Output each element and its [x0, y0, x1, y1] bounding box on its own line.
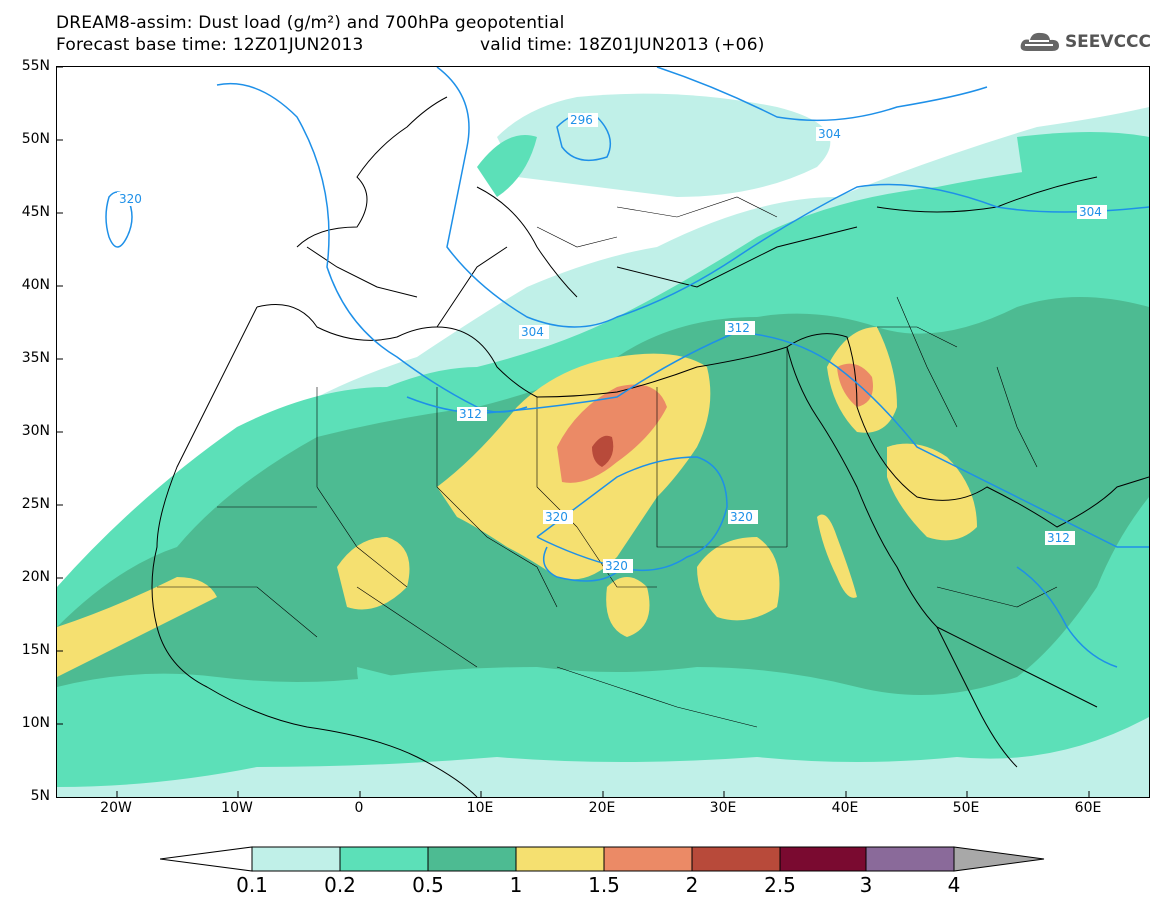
svg-text:312: 312	[727, 321, 750, 335]
contour-label: 320	[543, 510, 573, 524]
contour-label: 320	[117, 192, 147, 206]
contour-label: 312	[1045, 531, 1075, 545]
colorbar-label: 3	[859, 873, 873, 897]
map-subtitle: Forecast base time: 12Z01JUN2013 valid ti…	[56, 35, 764, 55]
lat-label: 40N	[21, 277, 50, 293]
colorbar-swatch	[603, 846, 693, 872]
lat-label: 35N	[21, 350, 50, 366]
colorbar-swatch	[779, 846, 867, 872]
svg-text:304: 304	[1079, 205, 1102, 219]
svg-text:312: 312	[459, 407, 482, 421]
svg-text:320: 320	[119, 192, 142, 206]
valid-time: valid time: 18Z01JUN2013 (+06)	[480, 35, 765, 55]
lon-label: 40E	[831, 800, 859, 816]
dust-fields	[57, 93, 1149, 797]
colorbar-swatch	[865, 846, 955, 872]
lat-label: 30N	[21, 423, 50, 439]
svg-text:320: 320	[605, 559, 628, 573]
lon-label: 0	[354, 800, 364, 816]
svg-text:296: 296	[570, 113, 593, 127]
coastlines	[151, 96, 1149, 797]
lat-label: 25N	[21, 496, 50, 512]
colorbar-label: 0.2	[324, 873, 356, 897]
lon-label: 10W	[221, 800, 253, 816]
map-canvas: 296 304 304 304 312 312 312 320 320 320 …	[57, 67, 1149, 797]
lat-label: 45N	[21, 204, 50, 220]
colorbar-label: 0.1	[236, 873, 268, 897]
axis-ticks	[57, 67, 1090, 797]
svg-text:320: 320	[545, 510, 568, 524]
svg-text:304: 304	[818, 127, 841, 141]
logo-text: SEEVCCC	[1064, 32, 1151, 52]
lat-label: 20N	[21, 569, 50, 585]
dust-load-map: 296 304 304 304 312 312 312 320 320 320 …	[56, 66, 1150, 798]
lon-label: 30E	[709, 800, 737, 816]
lon-label: 60E	[1074, 800, 1102, 816]
svg-text:320: 320	[730, 510, 753, 524]
colorbar-swatch	[691, 846, 781, 872]
colorbar-swatch	[427, 846, 517, 872]
lat-label: 55N	[21, 58, 50, 74]
colorbar-swatch	[339, 846, 429, 872]
lat-label: 15N	[21, 642, 50, 658]
seevccc-logo: SEEVCCC	[1019, 28, 1151, 56]
lon-label: 10E	[466, 800, 494, 816]
geopotential-contours	[105, 67, 1149, 668]
colorbar-label: 2.5	[764, 873, 796, 897]
contour-label: 320	[728, 510, 758, 524]
contour-label: 312	[725, 321, 755, 335]
colorbar-label: 2	[685, 873, 699, 897]
lat-label: 5N	[30, 788, 50, 804]
contour-label: 312	[457, 407, 487, 421]
svg-text:312: 312	[1047, 531, 1070, 545]
lat-label: 10N	[21, 715, 50, 731]
colorbar-label: 1.5	[588, 873, 620, 897]
colorbar-swatch	[251, 846, 341, 872]
colorbar-under	[160, 846, 253, 872]
contour-labels: 296 304 304 304 312 312 312 320 320 320 …	[117, 113, 1107, 573]
colorbar-label: 1	[509, 873, 523, 897]
lon-label: 20E	[588, 800, 616, 816]
lon-label: 50E	[952, 800, 980, 816]
map-title: DREAM8-assim: Dust load (g/m²) and 700hP…	[56, 13, 565, 33]
contour-label: 320	[603, 559, 633, 573]
country-borders	[157, 196, 1058, 728]
colorbar-swatch	[515, 846, 605, 872]
contour-label: 304	[519, 325, 549, 339]
cloud-icon	[1020, 32, 1059, 51]
svg-text:304: 304	[521, 325, 544, 339]
lon-label: 20W	[100, 800, 132, 816]
colorbar-label: 0.5	[412, 873, 444, 897]
forecast-base-time: Forecast base time: 12Z01JUN2013	[56, 35, 364, 55]
contour-label: 304	[1077, 205, 1107, 219]
contour-label: 304	[816, 127, 846, 141]
lat-label: 50N	[21, 131, 50, 147]
contour-label: 296	[568, 113, 598, 127]
colorbar-label: 4	[947, 873, 961, 897]
colorbar	[160, 846, 1045, 872]
colorbar-over	[953, 846, 1045, 872]
